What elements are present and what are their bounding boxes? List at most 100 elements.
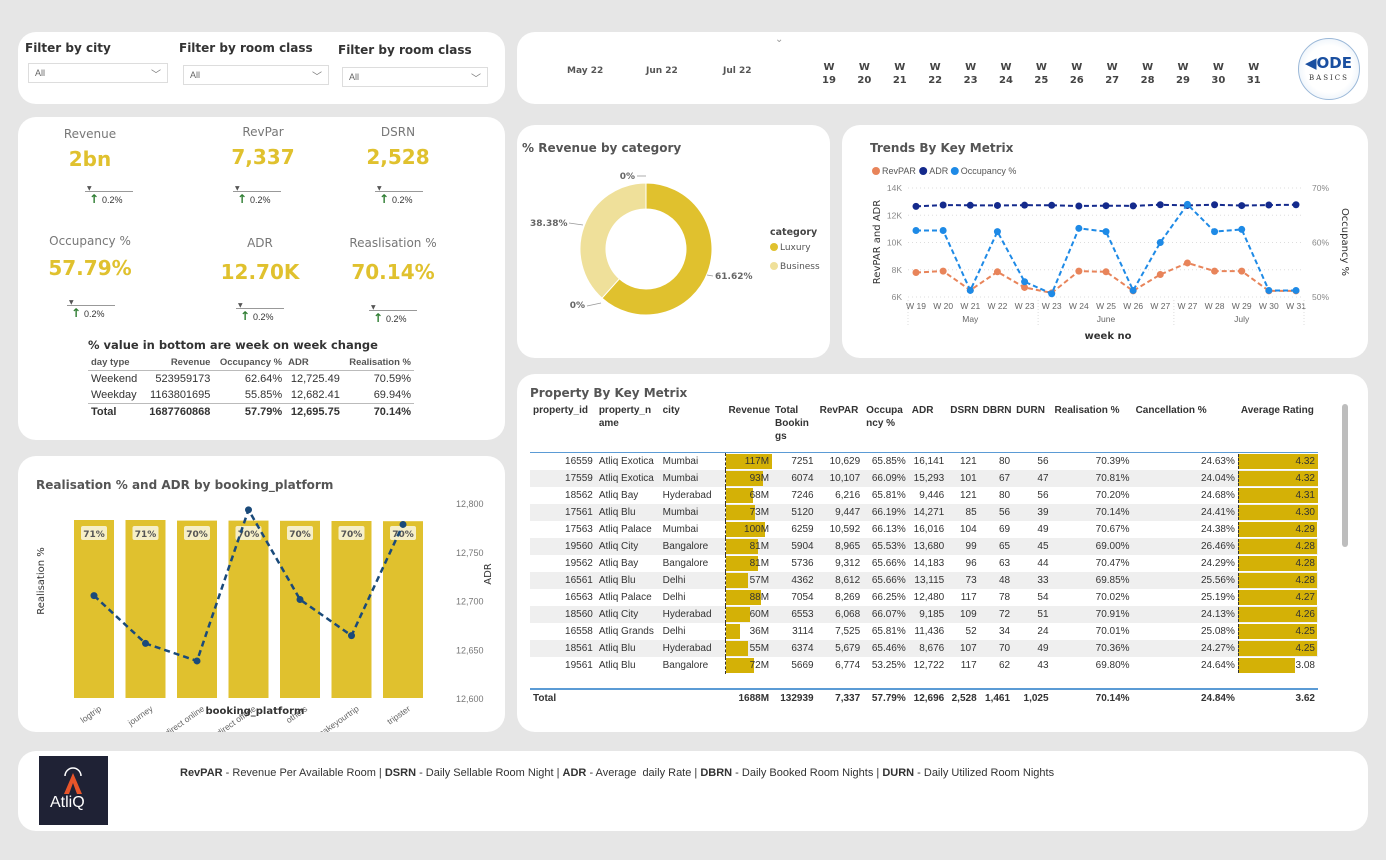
week-25[interactable]: W 25 <box>1031 61 1051 87</box>
adr-point[interactable] <box>966 201 974 209</box>
week-29[interactable]: W 29 <box>1173 61 1193 87</box>
adr-point[interactable] <box>193 657 201 665</box>
week-20[interactable]: W 20 <box>854 61 874 87</box>
occupancy-point[interactable] <box>1102 228 1110 236</box>
occupancy-point[interactable] <box>1292 286 1300 294</box>
col-header[interactable]: Realisation % <box>342 355 414 371</box>
revpar-point[interactable] <box>1102 268 1110 276</box>
col-header-average-rating[interactable]: Average Rating <box>1237 402 1318 453</box>
revpar-point[interactable] <box>1156 271 1164 279</box>
adr-point[interactable] <box>245 506 252 514</box>
adr-point[interactable] <box>90 592 98 600</box>
col-header-property-name[interactable]: property_n ame <box>595 402 660 453</box>
filter-room-class-dropdown[interactable]: All ﹀ <box>183 65 329 85</box>
table-row[interactable]: 16559 Atliq Exotica Mumbai 117M 7251 10,629 65… <box>530 452 1318 470</box>
legend-item[interactable]: Luxury <box>780 243 811 253</box>
week-31[interactable]: W 31 <box>1244 61 1264 87</box>
revpar-point[interactable] <box>1183 259 1191 267</box>
week-19[interactable]: W 19 <box>819 61 839 87</box>
table-row[interactable]: 18562 Atliq Bay Hyderabad 68M 7246 6,216 65.81… <box>530 486 1318 504</box>
col-header-dbrn[interactable]: DBRN <box>979 402 1014 453</box>
occupancy-point[interactable] <box>939 227 947 235</box>
col-header-durn[interactable]: DURN <box>1013 402 1052 453</box>
occupancy-point[interactable] <box>966 286 974 294</box>
week-24[interactable]: W 24 <box>996 61 1016 87</box>
col-header-property-id[interactable]: property_id <box>530 402 596 453</box>
col-header-total-bookings[interactable]: Total Bookin gs <box>772 402 817 453</box>
occupancy-point[interactable] <box>912 227 920 235</box>
bar-direct-online[interactable] <box>177 520 217 698</box>
table-row[interactable]: 16563 Atliq Palace Delhi 88M 7054 8,269 66.25%… <box>530 588 1318 606</box>
table-row[interactable]: 17559 Atliq Exotica Mumbai 93M 6074 10,107 66.… <box>530 469 1318 487</box>
revpar-point[interactable] <box>1021 283 1029 291</box>
adr-point[interactable] <box>1211 201 1219 209</box>
table-row[interactable]: 19560 Atliq City Bangalore 81M 5904 8,965 65.5… <box>530 537 1318 555</box>
revpar-point[interactable] <box>912 268 920 276</box>
col-header[interactable]: Revenue <box>142 355 214 371</box>
occupancy-point[interactable] <box>1211 228 1219 236</box>
collapse-chevron-icon[interactable]: ⌄ <box>775 34 784 45</box>
revpar-point[interactable] <box>1238 267 1246 275</box>
occupancy-point[interactable] <box>1075 224 1083 232</box>
adr-point[interactable] <box>1238 202 1246 210</box>
col-header-realisation-[interactable]: Realisation % <box>1051 402 1133 453</box>
table-scrollbar[interactable] <box>1342 404 1348 547</box>
month-jul[interactable]: Jul 22 <box>723 66 752 76</box>
table-row[interactable]: 19561 Atliq Blu Bangalore 72M 5669 6,774 53.25… <box>530 656 1318 674</box>
table-row[interactable]: 16561 Atliq Blu Delhi 57M 4362 8,612 65.66% 13,… <box>530 571 1318 589</box>
col-header-occupancy-[interactable]: Occupa ncy % <box>863 402 909 453</box>
month-jun[interactable]: Jun 22 <box>646 66 678 76</box>
bar-logtrip[interactable] <box>74 520 114 698</box>
week-28[interactable]: W 28 <box>1138 61 1158 87</box>
week-22[interactable]: W 22 <box>925 61 945 87</box>
col-header-city[interactable]: city <box>659 402 726 453</box>
adr-point[interactable] <box>1129 202 1137 210</box>
occupancy-point[interactable] <box>1021 278 1029 286</box>
month-may[interactable]: May 22 <box>567 66 604 76</box>
table-row[interactable]: 17563 Atliq Palace Mumbai 100M 6259 10,592 66.… <box>530 520 1318 538</box>
adr-point[interactable] <box>142 639 149 647</box>
col-header-dsrn[interactable]: DSRN <box>947 402 980 453</box>
bar-journey[interactable] <box>125 520 166 698</box>
revpar-point[interactable] <box>939 267 947 275</box>
adr-point[interactable] <box>348 632 355 640</box>
table-row[interactable]: 18560 Atliq City Hyderabad 60M 6553 6,068 66.0… <box>530 605 1318 623</box>
adr-point[interactable] <box>1292 201 1300 209</box>
week-23[interactable]: W 23 <box>961 61 981 87</box>
adr-point[interactable] <box>912 202 920 210</box>
filter-city-dropdown[interactable]: All ﹀ <box>28 63 168 83</box>
table-row[interactable]: 17561 Atliq Blu Mumbai 73M 5120 9,447 66.19% 14… <box>530 503 1318 521</box>
week-21[interactable]: W 21 <box>890 61 910 87</box>
revpar-point[interactable] <box>993 268 1001 276</box>
adr-point[interactable] <box>1102 202 1110 210</box>
col-header-revpar[interactable]: RevPAR <box>816 402 864 453</box>
adr-point[interactable] <box>296 596 304 604</box>
table-row[interactable]: 18561 Atliq Blu Hyderabad 55M 6374 5,679 65.46… <box>530 639 1318 657</box>
occupancy-point[interactable] <box>1238 225 1246 233</box>
revpar-point[interactable] <box>1075 267 1083 275</box>
col-header-adr[interactable]: ADR <box>908 402 948 453</box>
revpar-point[interactable] <box>1211 267 1219 275</box>
occupancy-point[interactable] <box>993 228 1001 236</box>
adr-point[interactable] <box>993 201 1001 209</box>
legend-item[interactable]: RevPAR <box>882 166 916 176</box>
col-header[interactable]: ADR <box>285 355 343 371</box>
col-header[interactable]: day type <box>88 355 143 371</box>
adr-point[interactable] <box>1265 201 1273 209</box>
adr-point[interactable] <box>1021 201 1029 209</box>
legend-item[interactable]: ADR <box>929 166 949 176</box>
col-header-cancellation-[interactable]: Cancellation % <box>1132 402 1238 453</box>
slice-business[interactable] <box>579 182 647 299</box>
legend-item[interactable]: Occupancy % <box>961 166 1017 176</box>
adr-point[interactable] <box>939 201 947 209</box>
occupancy-point[interactable] <box>1129 286 1137 294</box>
occupancy-point[interactable] <box>1048 290 1056 298</box>
filter-room-class-2-dropdown[interactable]: All ﹀ <box>342 67 488 87</box>
occupancy-point[interactable] <box>1183 200 1191 208</box>
adr-point[interactable] <box>1048 201 1056 209</box>
legend-item[interactable]: Business <box>780 262 820 272</box>
week-27[interactable]: W 27 <box>1102 61 1122 87</box>
week-30[interactable]: W 30 <box>1208 61 1228 87</box>
table-row[interactable]: 19562 Atliq Bay Bangalore 81M 5736 9,312 65.66… <box>530 554 1318 572</box>
bar-makeyourtrip[interactable] <box>331 521 372 698</box>
